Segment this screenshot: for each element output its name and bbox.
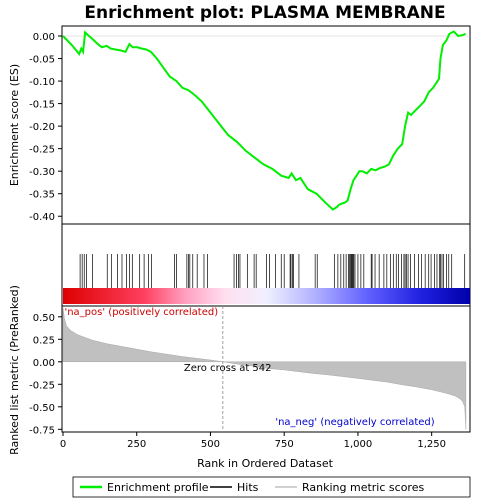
x-tick-label: 750 [275,439,294,450]
ranking-metric-area [62,307,467,430]
metric-ytick-label: 0.50 [33,313,55,324]
rank-gradient-bar [63,288,470,304]
metric-ytick-label: -0.75 [29,425,55,436]
es-panel: 0.00 -0.05 -0.10 -0.15 -0.20 -0.25 -0.30 -0.35 -… [8,25,471,225]
es-ytick-label: -0.05 [29,55,55,66]
legend: Enrichment profile Hits Ranking metric sco… [72,476,471,498]
enrichment-profile-line [62,30,466,211]
x-tick-label: 500 [201,439,220,450]
x-axis-label: Rank in Ordered Dataset [197,457,334,470]
x-tick-label: 250 [127,439,146,450]
legend-label: Enrichment profile [107,481,209,494]
hits-panel [61,223,471,307]
es-ytick-label: 0.00 [33,32,55,43]
metric-annotation: 'na_neg' (negatively correlated) [275,417,434,428]
legend-box [72,476,471,498]
metric-ytick-label: -0.50 [29,403,55,414]
legend-label: Ranking metric scores [302,481,424,494]
legend-label: Hits [237,481,259,494]
es-ytick-label: -0.20 [29,122,55,133]
chart-title: Enrichment plot: PLASMA MEMBRANE [84,3,445,23]
es-ytick-label: -0.25 [29,145,55,156]
es-panel-frame [61,25,471,225]
metric-annotation: 'na_pos' (positively correlated) [64,307,218,318]
es-ylabel: Enrichment score (ES) [8,64,21,186]
es-ytick-label: -0.15 [29,100,55,111]
es-ytick-label: -0.40 [29,212,55,223]
metric-annotation: Zero cross at 542 [184,363,272,374]
metric-ytick-label: -0.25 [29,380,55,391]
x-tick-label: 0 [60,439,66,450]
x-tick-label: 1,250 [417,439,446,450]
es-ytick-label: -0.30 [29,167,55,178]
x-tick-label: 1,000 [344,439,373,450]
metric-ytick-label: 0.25 [33,335,55,346]
metric-ytick-label: 0.00 [33,358,55,369]
metric-panel: 0.50 0.25 0.00 -0.25 -0.50 -0.75 'na_pos' (po… [8,285,471,470]
es-ytick-label: -0.10 [29,77,55,88]
metric-ylabel: Ranked list metric (PreRanked) [8,285,21,455]
es-ytick-label: -0.35 [29,190,55,201]
